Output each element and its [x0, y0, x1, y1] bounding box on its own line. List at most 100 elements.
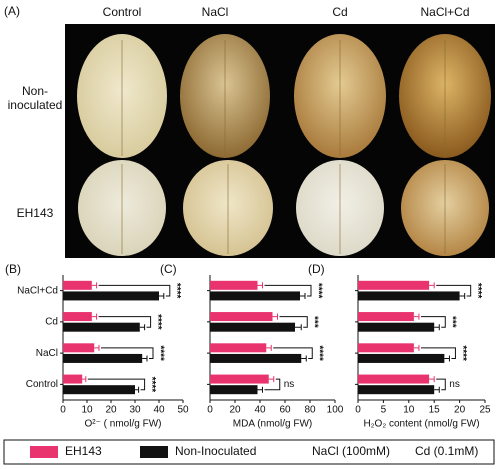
error-bar [459, 292, 466, 299]
bar [210, 374, 269, 384]
significance-label: ns [284, 379, 295, 390]
bar [358, 374, 430, 384]
bar [358, 322, 435, 332]
significance-bracket [420, 316, 446, 328]
error-bar [434, 386, 440, 393]
significance-bracket [420, 347, 456, 359]
x-tick-label: 0 [207, 405, 213, 416]
error-bar [272, 313, 278, 320]
error-bar [159, 292, 165, 299]
error-bar [429, 376, 435, 383]
y-tick-label: Control [26, 379, 58, 390]
x-tick-label: 20 [105, 405, 117, 416]
significance-bracket [279, 316, 308, 328]
legend-swatch [140, 446, 168, 458]
bar [63, 374, 83, 384]
significance-label: **** [146, 377, 157, 393]
significance-bracket [264, 284, 312, 297]
bar [358, 385, 435, 395]
x-tick-label: 15 [429, 405, 441, 416]
error-bar [135, 386, 140, 393]
x-axis-label: MDA (nmol/g FW) [233, 419, 312, 430]
significance-label: **** [472, 283, 483, 299]
error-bar [91, 313, 98, 320]
legend-label: Non-Inoculated [175, 444, 256, 458]
significance-bracket [98, 284, 171, 297]
significance-bracket [87, 378, 146, 391]
error-bar [434, 324, 440, 331]
bar [358, 280, 430, 290]
x-tick-label: 40 [254, 405, 266, 416]
error-bar [94, 344, 100, 351]
bar [63, 385, 135, 395]
significance-label: *** [309, 316, 320, 328]
bar [63, 353, 143, 363]
x-tick-label: 5 [381, 405, 387, 416]
error-bar [300, 292, 306, 299]
error-bar [413, 313, 420, 320]
significance-bracket [264, 378, 281, 391]
significance-label: **** [457, 345, 468, 361]
bar [210, 343, 267, 353]
row-label: Non-inoculated [8, 84, 63, 112]
y-tick-label: NaCl+Cd [17, 285, 58, 296]
significance-label: **** [312, 283, 323, 299]
error-bar [266, 344, 272, 351]
panel-label: (B) [5, 262, 21, 276]
bar [210, 280, 258, 290]
y-tick-label: Cd [45, 317, 58, 328]
error-bar [444, 355, 450, 362]
significance-bracket [101, 347, 154, 359]
x-tick-label: 10 [403, 405, 415, 416]
column-label: NaCl+Cd [420, 5, 469, 19]
error-bar [268, 376, 275, 383]
significance-bracket [273, 347, 313, 359]
x-tick-label: 20 [454, 405, 466, 416]
significance-label: *** [447, 316, 458, 328]
legend-box [3, 439, 495, 465]
x-tick-label: 40 [153, 405, 165, 416]
column-label: Control [103, 5, 142, 19]
x-tick-label: 60 [279, 405, 291, 416]
panel-label: (A) [4, 4, 20, 18]
y-tick-label: NaCl [36, 348, 58, 359]
error-bar [91, 282, 98, 289]
panel-label: (D) [308, 262, 325, 276]
bar [210, 353, 302, 363]
significance-label: **** [154, 345, 165, 361]
x-axis-label: H₂O₂ content (nmol/g FW) [363, 419, 479, 430]
bar [210, 385, 258, 395]
error-bar [301, 355, 307, 362]
x-tick-label: 0 [60, 405, 66, 416]
bar [63, 291, 159, 301]
legend-note: Cd (0.1mM) [415, 444, 478, 458]
bar [358, 343, 414, 353]
x-tick-label: 100 [327, 405, 344, 416]
significance-bracket [98, 316, 152, 328]
bar [63, 322, 140, 332]
error-bar [139, 324, 146, 331]
column-label: Cd [332, 5, 347, 19]
column-label: NaCl [202, 5, 229, 19]
x-tick-label: 30 [129, 405, 141, 416]
x-tick-label: 10 [81, 405, 93, 416]
bar [210, 322, 295, 332]
significance-bracket [436, 284, 472, 297]
legend-note: NaCl (100mM) [312, 444, 390, 458]
bar [358, 291, 460, 301]
error-bar [257, 386, 263, 393]
significance-label: ns [449, 379, 460, 390]
panel-label: (C) [160, 262, 177, 276]
x-tick-label: 25 [479, 405, 491, 416]
bar [210, 312, 273, 322]
x-tick-label: 20 [229, 405, 241, 416]
bar [63, 312, 92, 322]
x-tick-label: 0 [355, 405, 361, 416]
significance-label: **** [314, 345, 325, 361]
error-bar [142, 355, 148, 362]
leaf-photos [77, 34, 491, 256]
bar [210, 291, 300, 301]
bar [63, 280, 92, 290]
